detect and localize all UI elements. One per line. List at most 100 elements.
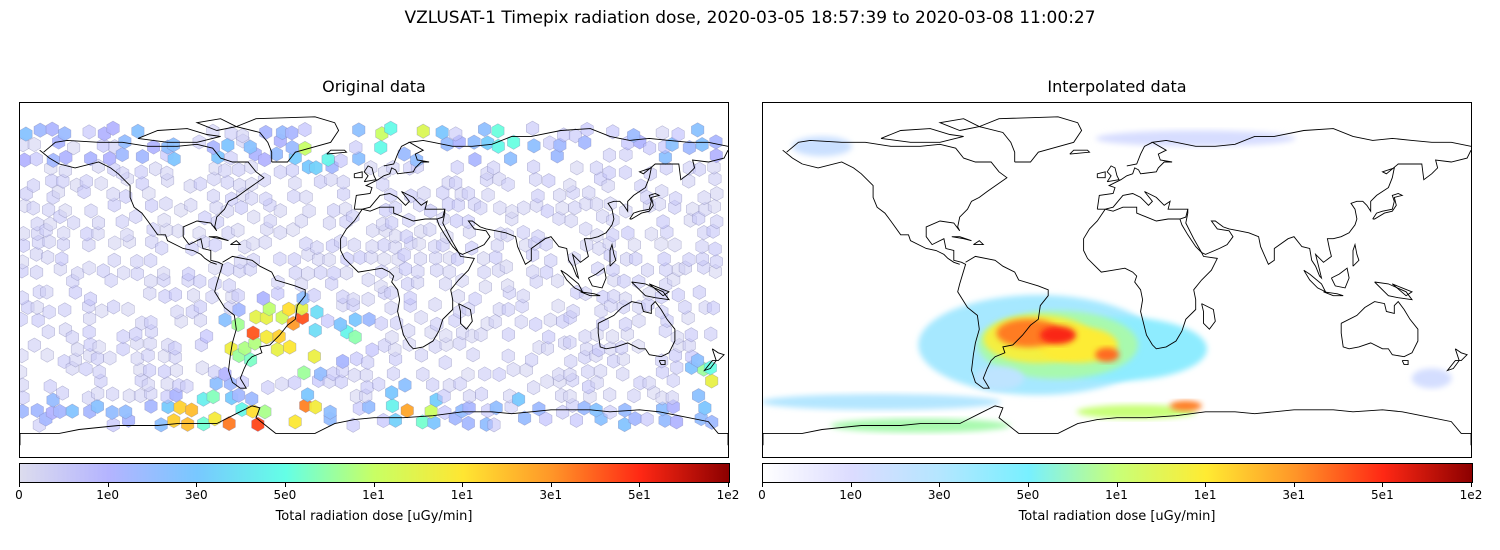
hex-bin bbox=[709, 134, 723, 150]
hex-bin bbox=[20, 390, 30, 406]
hex-bin bbox=[477, 121, 492, 137]
hex-bin bbox=[263, 213, 277, 229]
colorbar-tick-mark bbox=[284, 483, 286, 487]
coastline-1 bbox=[802, 161, 960, 265]
coastline-24 bbox=[1352, 242, 1360, 267]
hex-bin bbox=[658, 323, 672, 339]
coastline-25 bbox=[208, 236, 229, 242]
hex-bin bbox=[551, 298, 565, 314]
hex-bin bbox=[640, 189, 654, 205]
hex-bin bbox=[221, 261, 235, 277]
hex-bin bbox=[607, 288, 621, 304]
hex-bin bbox=[410, 274, 425, 290]
hex-bin bbox=[540, 203, 554, 219]
hex-bin bbox=[442, 264, 457, 280]
hex-bin bbox=[220, 174, 234, 190]
hex-bin bbox=[30, 402, 44, 419]
hex-bin bbox=[313, 265, 328, 281]
hex-bin bbox=[55, 385, 70, 401]
hex-bin bbox=[603, 196, 617, 212]
hex-bin bbox=[384, 120, 398, 136]
hex-bin bbox=[285, 162, 300, 178]
hex-bin bbox=[704, 326, 718, 342]
hex-bin bbox=[325, 276, 339, 292]
hex-bin bbox=[529, 316, 543, 332]
hex-bin bbox=[33, 122, 47, 138]
hex-bin bbox=[695, 238, 709, 255]
coastline-10 bbox=[340, 208, 475, 350]
hex-bin bbox=[302, 203, 316, 219]
hex-bin bbox=[603, 387, 617, 403]
hex-bin bbox=[710, 186, 724, 202]
hex-bin bbox=[589, 196, 604, 212]
hex-bin bbox=[671, 287, 685, 303]
hex-bin bbox=[185, 241, 199, 257]
hex-bin bbox=[272, 328, 286, 345]
colorbar-tick-mark bbox=[1382, 483, 1384, 487]
hex-bin bbox=[82, 324, 96, 340]
colorbar-tick-mark bbox=[1116, 483, 1118, 487]
hex-bin bbox=[115, 147, 129, 163]
hex-bin bbox=[669, 414, 684, 430]
colorbar-tick-label: 5e0 bbox=[1016, 488, 1040, 502]
hex-bin bbox=[256, 290, 270, 306]
hex-bin bbox=[692, 161, 706, 177]
hex-bin bbox=[184, 197, 198, 213]
hex-bin bbox=[285, 125, 299, 141]
hex-bin bbox=[361, 272, 375, 288]
right-map bbox=[762, 102, 1472, 458]
hex-bin bbox=[56, 173, 70, 189]
hex-bin bbox=[243, 139, 257, 155]
coastline-0 bbox=[43, 139, 306, 389]
hex-bin bbox=[563, 367, 577, 383]
hex-bin bbox=[68, 284, 82, 300]
hex-bin bbox=[84, 291, 97, 307]
hex-bin bbox=[531, 188, 545, 204]
hex-bin bbox=[451, 288, 465, 304]
hex-bin bbox=[503, 151, 518, 167]
colorbar-tick-label: 1e2 bbox=[1459, 488, 1483, 502]
hex-bin bbox=[106, 386, 120, 402]
hex-bin bbox=[200, 328, 214, 344]
hex-bin bbox=[659, 160, 673, 176]
hex-bin bbox=[207, 171, 221, 187]
hex-bin bbox=[359, 367, 373, 383]
hex-bin bbox=[385, 385, 399, 401]
hex-bin bbox=[301, 265, 315, 282]
hex-bin bbox=[582, 185, 596, 201]
hex-bin bbox=[692, 284, 706, 300]
hex-bin bbox=[336, 289, 350, 305]
hex-bin bbox=[323, 404, 337, 420]
hex-bin bbox=[708, 241, 722, 257]
hex-bin bbox=[642, 375, 656, 391]
hex-bin bbox=[192, 225, 206, 241]
hex-bin bbox=[642, 140, 657, 156]
hex-bin bbox=[119, 188, 133, 205]
coastline-16 bbox=[1303, 269, 1327, 293]
hex-bin bbox=[384, 187, 398, 203]
hex-bin bbox=[259, 124, 273, 140]
hex-bin bbox=[477, 264, 491, 280]
hex-bin bbox=[501, 278, 515, 294]
hex-bin bbox=[621, 225, 635, 241]
coastline-22 bbox=[703, 348, 725, 372]
hex-bin bbox=[691, 388, 706, 404]
hex-bin bbox=[193, 312, 207, 328]
colorbar-tick-label: 0 bbox=[15, 488, 23, 502]
hex-bin bbox=[642, 286, 656, 302]
hex-bin bbox=[297, 365, 311, 381]
hex-bin bbox=[41, 324, 55, 340]
hex-bin bbox=[42, 304, 56, 320]
hex-bin bbox=[439, 328, 453, 344]
hex-bin bbox=[666, 372, 680, 389]
hex-bin bbox=[107, 197, 121, 213]
hex-bin bbox=[287, 188, 301, 205]
hex-bin bbox=[402, 212, 416, 228]
coastline-7 bbox=[353, 128, 728, 210]
hex-bin bbox=[288, 175, 302, 191]
hex-bin bbox=[606, 124, 620, 140]
hex-bin bbox=[232, 302, 246, 318]
hex-bin bbox=[539, 411, 553, 427]
hex-bin bbox=[66, 140, 81, 156]
hex-bin bbox=[365, 342, 379, 358]
